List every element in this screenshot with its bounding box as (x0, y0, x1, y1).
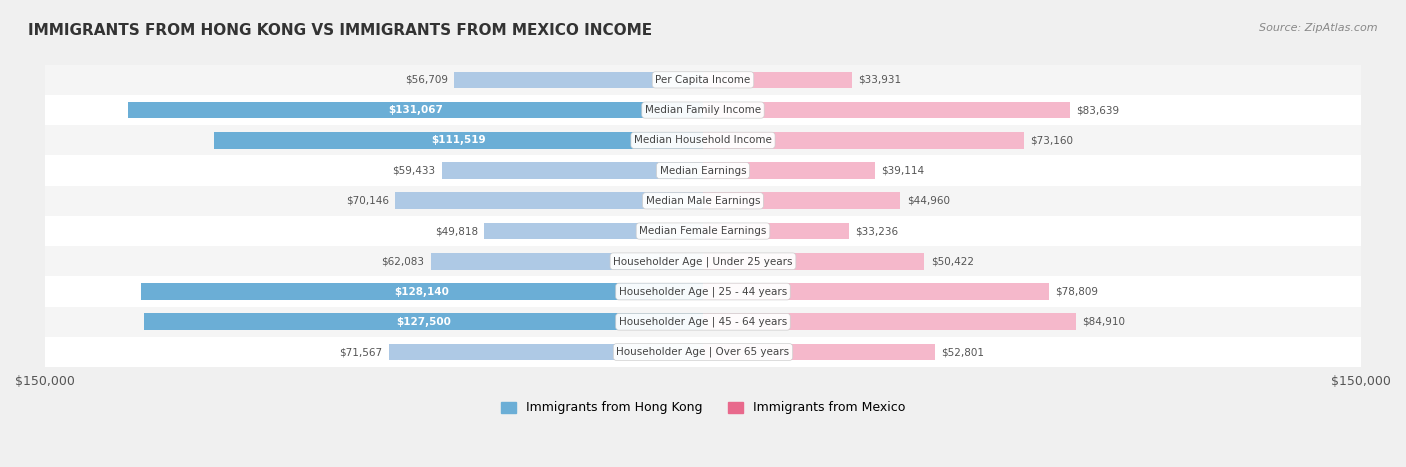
Text: $71,567: $71,567 (339, 347, 382, 357)
Bar (454, 71, 703, 88)
Text: $127,500: $127,500 (396, 317, 451, 327)
Text: $50,422: $50,422 (931, 256, 974, 266)
Text: Median Male Earnings: Median Male Earnings (645, 196, 761, 206)
Bar (45, 216, 1361, 246)
Bar (45, 95, 1361, 125)
Text: $33,236: $33,236 (855, 226, 898, 236)
Text: $59,433: $59,433 (392, 166, 436, 176)
Bar (45, 307, 1361, 337)
Bar (389, 344, 703, 361)
Text: Householder Age | 25 - 44 years: Householder Age | 25 - 44 years (619, 286, 787, 297)
Bar (45, 246, 1361, 276)
Text: Source: ZipAtlas.com: Source: ZipAtlas.com (1260, 23, 1378, 33)
Bar (45, 156, 1361, 186)
Text: Median Family Income: Median Family Income (645, 105, 761, 115)
Text: $44,960: $44,960 (907, 196, 950, 206)
Text: $128,140: $128,140 (395, 287, 450, 297)
Bar (214, 132, 703, 149)
Bar (45, 186, 1361, 216)
Bar (703, 102, 1070, 119)
Bar (703, 162, 875, 179)
Bar (443, 162, 703, 179)
Bar (45, 65, 1361, 95)
Bar (395, 192, 703, 209)
Text: $56,709: $56,709 (405, 75, 447, 85)
Text: Median Earnings: Median Earnings (659, 166, 747, 176)
Text: $70,146: $70,146 (346, 196, 388, 206)
Text: $49,818: $49,818 (434, 226, 478, 236)
Bar (128, 102, 703, 119)
Text: Householder Age | Under 25 years: Householder Age | Under 25 years (613, 256, 793, 267)
Text: $78,809: $78,809 (1056, 287, 1098, 297)
Legend: Immigrants from Hong Kong, Immigrants from Mexico: Immigrants from Hong Kong, Immigrants fr… (496, 396, 910, 419)
Bar (703, 253, 924, 269)
Bar (485, 223, 703, 240)
Bar (703, 132, 1024, 149)
Bar (703, 71, 852, 88)
Text: Median Household Income: Median Household Income (634, 135, 772, 145)
Bar (703, 283, 1049, 300)
Text: $33,931: $33,931 (859, 75, 901, 85)
Bar (45, 337, 1361, 367)
Text: $84,910: $84,910 (1083, 317, 1125, 327)
Text: IMMIGRANTS FROM HONG KONG VS IMMIGRANTS FROM MEXICO INCOME: IMMIGRANTS FROM HONG KONG VS IMMIGRANTS … (28, 23, 652, 38)
Text: $62,083: $62,083 (381, 256, 425, 266)
Bar (703, 344, 935, 361)
Text: Per Capita Income: Per Capita Income (655, 75, 751, 85)
Text: $83,639: $83,639 (1077, 105, 1119, 115)
Bar (430, 253, 703, 269)
Text: $131,067: $131,067 (388, 105, 443, 115)
Text: Householder Age | Over 65 years: Householder Age | Over 65 years (616, 347, 790, 357)
Text: $39,114: $39,114 (882, 166, 924, 176)
Bar (703, 223, 849, 240)
Text: $73,160: $73,160 (1031, 135, 1074, 145)
Bar (143, 313, 703, 330)
Bar (45, 276, 1361, 307)
Text: $111,519: $111,519 (432, 135, 485, 145)
Text: Median Female Earnings: Median Female Earnings (640, 226, 766, 236)
Text: $52,801: $52,801 (941, 347, 984, 357)
Text: Householder Age | 45 - 64 years: Householder Age | 45 - 64 years (619, 317, 787, 327)
Bar (141, 283, 703, 300)
Bar (45, 125, 1361, 156)
Bar (703, 313, 1076, 330)
Bar (703, 192, 900, 209)
